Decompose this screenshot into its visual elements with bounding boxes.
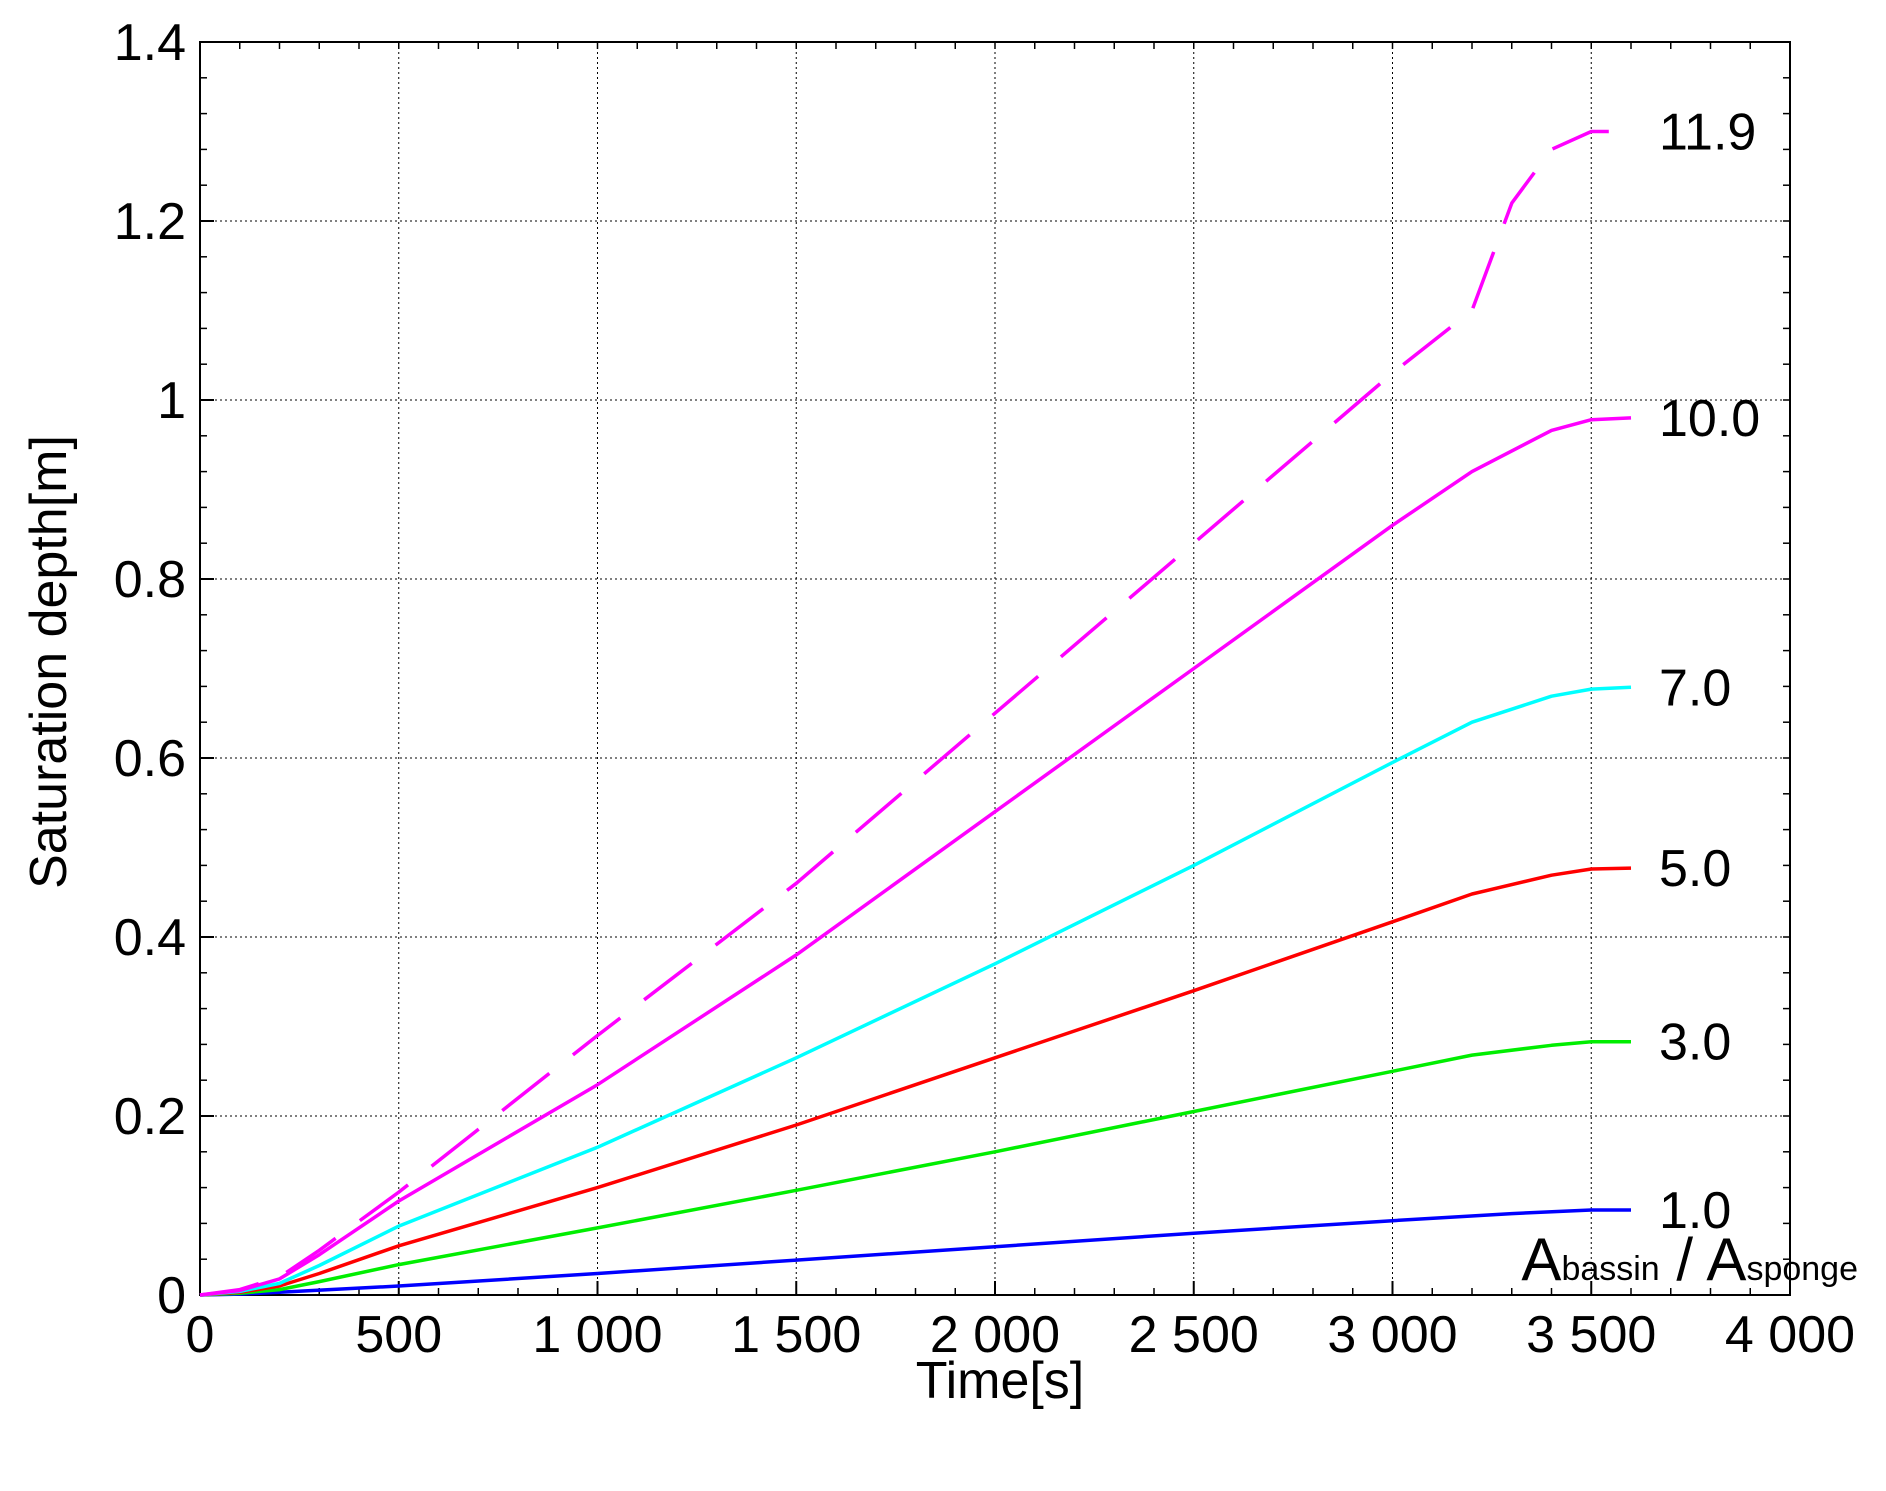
x-axis-ticks: 0 500 1 000 1 500 2 000 2 500 3 000 3 500 4 000	[186, 1281, 1855, 1364]
y-tick-label: 0	[157, 1267, 186, 1325]
y-tick-label: 1	[157, 372, 186, 430]
x-axis-label: Time[s]	[916, 1352, 1085, 1410]
series-lines	[199, 129, 1632, 1297]
y-tick-label: 0.6	[114, 730, 186, 788]
series-label-3-0: 3.0	[1659, 1014, 1731, 1072]
series-label-7-0: 7.0	[1659, 659, 1731, 717]
y-axis-label: Saturation depth[m]	[20, 435, 78, 889]
x-tick-label: 4 000	[1725, 1306, 1855, 1364]
x-tick-label: 3 500	[1526, 1306, 1656, 1364]
series-line-7-0	[199, 685, 1632, 1297]
y-tick-label: 0.4	[114, 909, 186, 967]
series-label-10-0: 10.0	[1659, 390, 1760, 448]
series-labels: 1.0 3.0 5.0 7.0 10.0 11.9	[1659, 104, 1760, 1240]
x-tick-label: 500	[355, 1306, 442, 1364]
series-line-1-0	[199, 1208, 1631, 1297]
ratio-separator: /	[1660, 1226, 1707, 1293]
x-tick-label: 2 500	[1129, 1306, 1259, 1364]
series-label-1-0: 1.0	[1659, 1182, 1731, 1240]
ratio-label: Abassin / Asponge	[1521, 1226, 1858, 1293]
series-label-5-0: 5.0	[1659, 840, 1731, 898]
ratio-numerator-subscript: bassin	[1561, 1250, 1659, 1288]
y-tick-label: 1.2	[114, 193, 186, 251]
y-tick-label: 1.4	[114, 14, 186, 72]
x-tick-label: 3 000	[1327, 1306, 1457, 1364]
series-line-10-0	[199, 416, 1632, 1297]
x-tick-label: 1 500	[731, 1306, 861, 1364]
series-label-11-9: 11.9	[1659, 104, 1756, 162]
y-tick-label: 0.2	[114, 1088, 186, 1146]
ratio-numerator-symbol: A	[1521, 1226, 1561, 1293]
series-line-5-0	[199, 866, 1632, 1297]
x-tick-label: 0	[186, 1306, 215, 1364]
x-tick-label: 1 000	[532, 1306, 662, 1364]
series-line-3-0	[199, 1039, 1631, 1297]
y-axis-ticks: 0 0.2 0.4 0.6 0.8 1 1.2 1.4	[114, 14, 214, 1325]
y-tick-label: 0.8	[114, 551, 186, 609]
ratio-denominator-subscript: sponge	[1746, 1250, 1858, 1288]
series-line-11-9	[199, 129, 1631, 1297]
ratio-denominator-symbol: A	[1706, 1226, 1746, 1293]
x-tick-label: 2 000	[930, 1306, 1060, 1364]
